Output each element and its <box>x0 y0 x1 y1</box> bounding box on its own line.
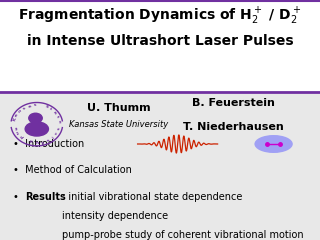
FancyBboxPatch shape <box>0 94 320 240</box>
Text: pump-probe study of coherent vibrational motion: pump-probe study of coherent vibrational… <box>62 230 304 240</box>
Text: •  Introduction: • Introduction <box>13 139 84 149</box>
Text: •: • <box>13 192 25 202</box>
Text: U. Thumm: U. Thumm <box>87 103 150 113</box>
Text: intensity dependence: intensity dependence <box>62 211 169 221</box>
Text: Results: Results <box>26 192 66 202</box>
Text: Kansas State University: Kansas State University <box>69 120 168 129</box>
Text: •  Method of Calculation: • Method of Calculation <box>13 165 132 175</box>
Text: Fragmentation Dynamics of H$_2^+$ / D$_2^+$: Fragmentation Dynamics of H$_2^+$ / D$_2… <box>19 6 301 27</box>
Text: B. Feuerstein: B. Feuerstein <box>192 98 275 108</box>
Text: T. Niederhausen: T. Niederhausen <box>183 122 284 132</box>
Ellipse shape <box>254 135 293 153</box>
Text: in Intense Ultrashort Laser Pulses: in Intense Ultrashort Laser Pulses <box>27 34 293 48</box>
FancyBboxPatch shape <box>0 0 320 149</box>
Text: : initial vibrational state dependence: : initial vibrational state dependence <box>62 192 243 202</box>
